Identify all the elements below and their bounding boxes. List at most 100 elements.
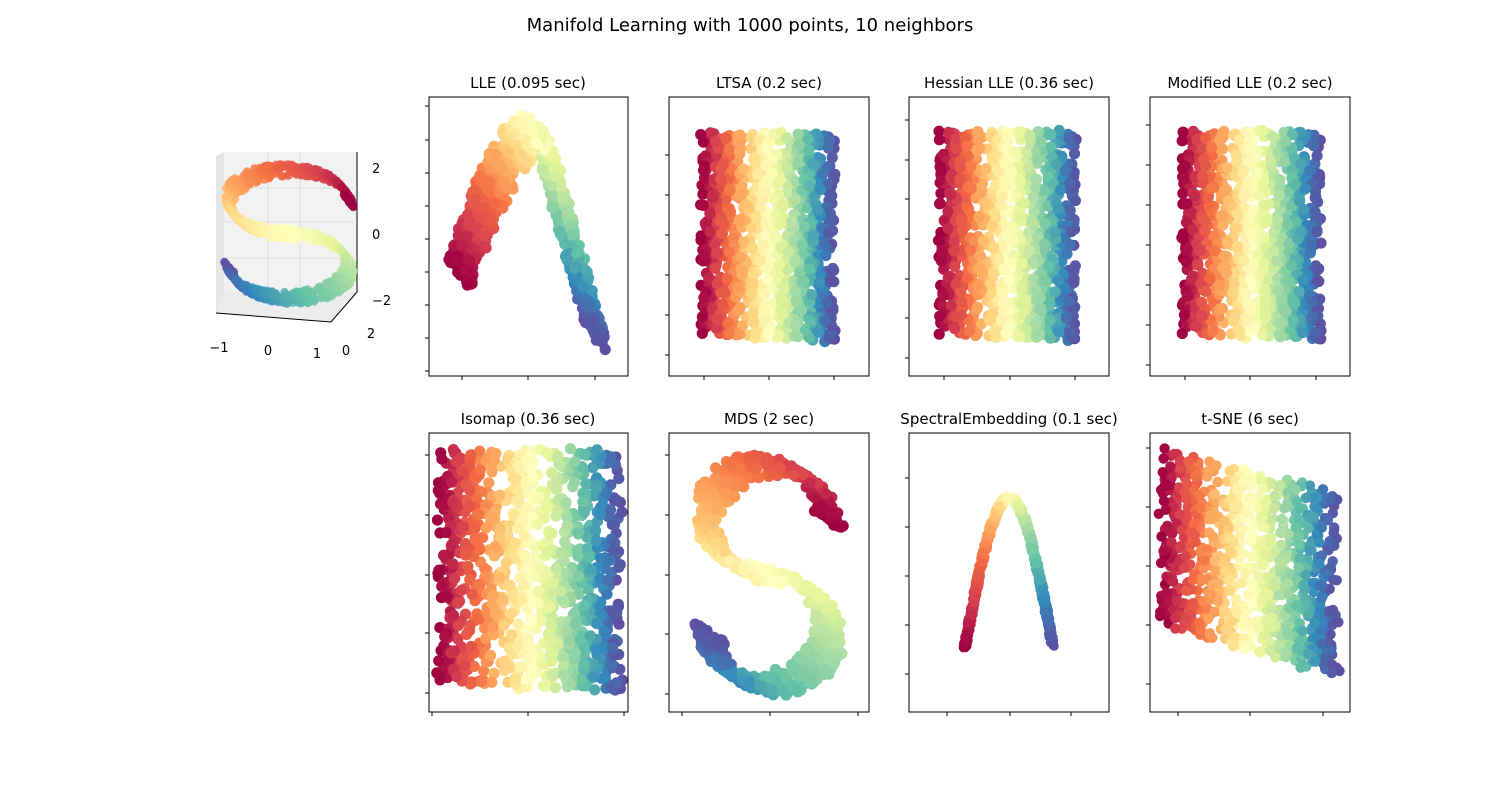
scatter-point [1262, 198, 1274, 210]
scatter-point [955, 286, 967, 298]
scatter-point [1253, 189, 1265, 201]
y-tick-label: 0 [342, 344, 350, 359]
lle-panel: LLE (0.095 sec) [428, 74, 629, 377]
scatter-point [723, 246, 735, 258]
scatter-point [503, 146, 515, 158]
scatter-point [260, 222, 270, 231]
scatter-point [704, 225, 716, 238]
scatter-point [1207, 325, 1219, 337]
scatter-point [1052, 274, 1064, 286]
scatter-point [1068, 148, 1081, 160]
scatter-point [1209, 245, 1221, 257]
scatter-point [763, 324, 775, 336]
scatter-point [1026, 215, 1038, 227]
scatter-point [796, 238, 808, 251]
scatter-point [1053, 325, 1065, 337]
ltsa-points [695, 127, 841, 348]
scatter-point [1178, 309, 1190, 321]
scatter-point [1186, 224, 1199, 236]
scatter-point [793, 139, 805, 151]
scatter-point [263, 161, 273, 170]
scatter-point [949, 311, 961, 323]
scatter-point [935, 164, 947, 176]
scatter-point [284, 224, 293, 233]
scatter-point [804, 314, 816, 326]
scatter-point [1016, 282, 1028, 294]
scatter-point [1287, 314, 1299, 326]
scatter-point [560, 249, 572, 261]
scatter-point [788, 255, 801, 267]
scatter-point [324, 234, 334, 244]
scatter-point [1295, 158, 1307, 170]
scatter-point [707, 192, 719, 204]
scatter-point [1003, 274, 1015, 286]
axis-line [215, 291, 358, 323]
scatter-point [1015, 210, 1027, 223]
scatter-point [1019, 294, 1031, 306]
scatter-point [1271, 214, 1283, 226]
scatter-point [803, 144, 815, 156]
scatter-point [828, 276, 840, 288]
scatter-point [719, 287, 731, 299]
scatter-point [803, 179, 815, 192]
scatter-point [1273, 189, 1285, 202]
scatter-point [1030, 173, 1042, 185]
scatter-point [816, 167, 829, 180]
scatter-point [1287, 295, 1299, 307]
scatter-point [760, 159, 772, 171]
scatter-point [746, 287, 758, 300]
scatter-point [496, 162, 508, 174]
scatter-point [283, 160, 292, 169]
scatter-point [1039, 218, 1051, 230]
scatter-point [1049, 226, 1061, 238]
scatter-point [1251, 166, 1263, 178]
scatter-point [696, 311, 709, 323]
scatter-point [233, 276, 242, 285]
scatter-point [1213, 279, 1225, 291]
scatter-point [1049, 286, 1061, 298]
scatter-point [812, 326, 825, 338]
scatter-point [588, 314, 600, 326]
scatter-point [949, 260, 961, 272]
scatter-point [1293, 286, 1305, 298]
scatter-point [556, 191, 568, 203]
scatter-point [824, 207, 836, 220]
scatter-point [1177, 162, 1189, 175]
scatter-point [697, 136, 710, 148]
scatter-point [1029, 318, 1041, 330]
scatter-point [757, 239, 770, 252]
scatter-point [773, 329, 785, 342]
scatter-point [961, 272, 973, 284]
scatter-point [1242, 298, 1254, 310]
scatter-point [452, 255, 464, 267]
scatter-point [933, 328, 945, 340]
scatter-point [997, 297, 1010, 309]
scatter-point [1238, 254, 1250, 266]
scatter-point [1176, 135, 1188, 147]
scatter-point [786, 215, 798, 228]
scatter-point [1256, 125, 1268, 137]
scatter-point [303, 285, 312, 294]
scatter-point [1027, 256, 1039, 268]
scatter-point [762, 144, 774, 156]
scatter-point [489, 148, 502, 160]
scatter-point [280, 288, 289, 297]
scatter-point [971, 145, 983, 157]
scatter-point [734, 188, 746, 200]
modified-lle-title: Modified LLE (0.2 sec) [1167, 74, 1332, 92]
scatter-point [716, 227, 729, 240]
scatter-point [819, 239, 832, 252]
scatter-point [954, 155, 966, 167]
scatter-point [792, 128, 804, 140]
scatter-point [793, 156, 805, 168]
scatter-point [1268, 245, 1280, 257]
scatter-point [1055, 184, 1067, 196]
scatter-point [749, 326, 761, 339]
scatter-point [1274, 329, 1286, 341]
scatter-point [224, 268, 233, 277]
scatter-point [696, 327, 708, 339]
scatter-point [739, 199, 752, 211]
scatter-point [1199, 225, 1211, 237]
scatter-point [971, 301, 984, 313]
